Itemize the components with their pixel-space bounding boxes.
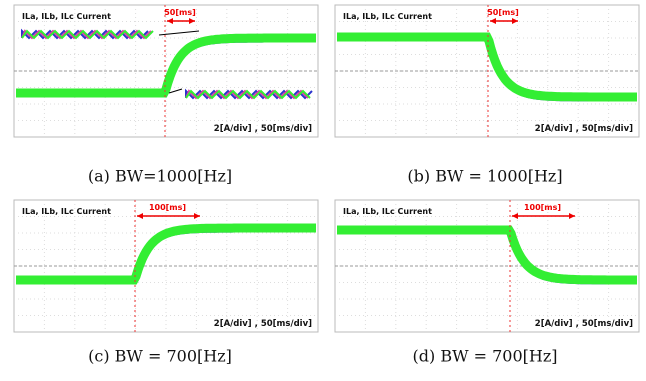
scale-label: 2[A/div] , 50[ms/div] <box>214 319 312 329</box>
panel-caption: (c) BW = 700[Hz] <box>88 347 232 366</box>
marker-label: 50[ms] <box>164 8 196 17</box>
marker-label: 50[ms] <box>487 8 519 17</box>
legend-label: ILa, ILb, ILc Current <box>343 12 432 21</box>
figure: 50[ms] ILa, ILb, ILc Current 2[A/div] , 50… <box>0 0 646 381</box>
scope-panel: 50[ms] ILa, ILb, ILc Current 2[A/div] , 50… <box>335 5 639 137</box>
panel-caption: (d) BW = 700[Hz] <box>413 347 558 366</box>
scope-panel: 100[ms] ILa, ILb, ILc Current 2[A/div] , 5… <box>335 200 639 332</box>
marker-label: 100[ms] <box>524 203 561 212</box>
scope-panel: 50[ms] ILa, ILb, ILc Current 2[A/div] , 50… <box>14 5 318 137</box>
marker-label: 100[ms] <box>149 203 186 212</box>
scale-label: 2[A/div] , 50[ms/div] <box>535 319 633 329</box>
panel-caption: (a) BW=1000[Hz] <box>88 167 232 186</box>
legend-label: ILa, ILb, ILc Current <box>22 12 111 21</box>
scale-label: 2[A/div] , 50[ms/div] <box>214 124 312 134</box>
legend-label: ILa, ILb, ILc Current <box>22 207 111 216</box>
panel-caption: (b) BW = 1000[Hz] <box>407 167 562 186</box>
scope-panel: 100[ms] ILa, ILb, ILc Current 2[A/div] , 5… <box>14 200 318 332</box>
legend-label: ILa, ILb, ILc Current <box>343 207 432 216</box>
scale-label: 2[A/div] , 50[ms/div] <box>535 124 633 134</box>
